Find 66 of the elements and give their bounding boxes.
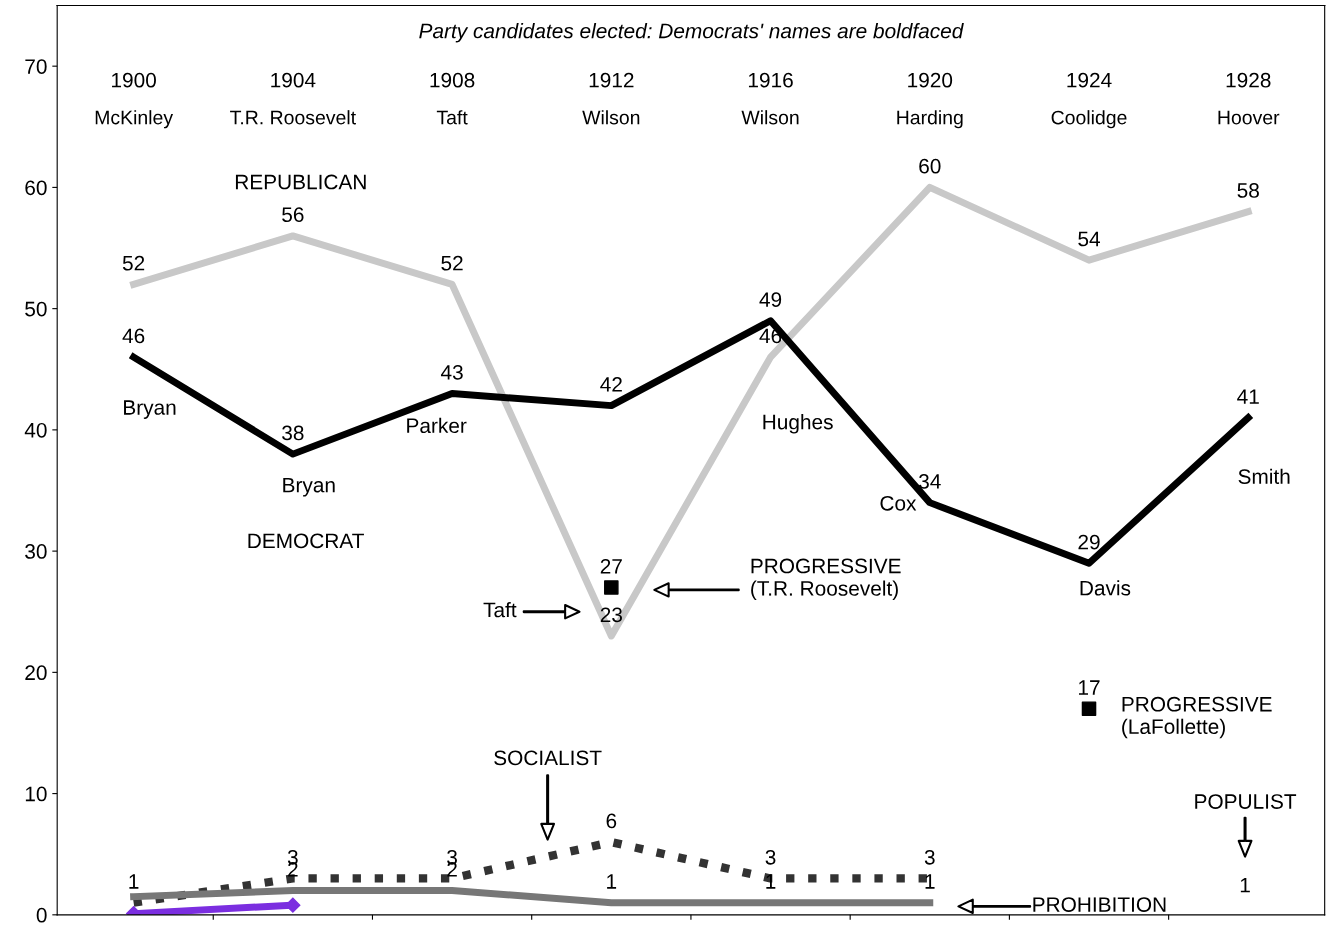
annotation: POPULIST — [1195, 794, 1297, 809]
x-tick-label: 1908 — [430, 72, 475, 88]
data-label: 27 — [600, 558, 622, 574]
data-label: 52 — [441, 255, 463, 271]
x-tick-label: 1916 — [748, 72, 793, 88]
data-label: 23 — [600, 607, 622, 623]
data-label: 34 — [918, 474, 941, 489]
data-label: 56 — [282, 207, 304, 223]
x-tick-label: 1912 — [589, 72, 634, 88]
data-label: 1 — [925, 874, 935, 889]
text: Party candidates elected: Democrats' names are boldfaced — [419, 23, 964, 43]
data-label: 54 — [1078, 231, 1100, 247]
y-tick-label: 60 — [25, 180, 47, 196]
data-label: 49 — [759, 292, 782, 307]
annotation: PROGRESSIVE (LaFollette) — [1122, 696, 1272, 739]
data-label: 1 — [129, 874, 139, 889]
x-tick-label: 1920 — [908, 72, 953, 88]
point — [604, 580, 619, 595]
y-tick-label: 10 — [25, 786, 47, 802]
y-tick-label: 40 — [24, 422, 47, 438]
y-tick-label: 0 — [36, 907, 47, 923]
data-label: 6 — [606, 813, 617, 829]
annotation: Hughes — [763, 414, 833, 434]
x-tick-label: 1904 — [271, 72, 316, 88]
y-tick-label: 70 — [25, 59, 47, 74]
annotation: SOCIALIST — [494, 750, 602, 766]
data-label: 60 — [919, 158, 941, 174]
data-label: 3 — [924, 849, 935, 865]
data-label: 38 — [282, 425, 304, 441]
x-tick-label: 1900 — [112, 72, 156, 88]
y-tick-label: 30 — [25, 544, 47, 559]
data-label: 46 — [122, 328, 145, 344]
annotation: Smith — [1238, 468, 1290, 484]
y-tick-label: 20 — [25, 665, 47, 681]
annotation: Coolidge — [1051, 110, 1127, 129]
annotation: Parker — [407, 417, 467, 434]
annotation: REPUBLICAN — [235, 174, 366, 190]
annotation: Harding — [897, 110, 963, 129]
y-tick-label: 50 — [25, 301, 47, 317]
annotation: Bryan — [124, 400, 176, 419]
annotation: Bryan — [283, 477, 335, 497]
annotation: Hoover — [1218, 110, 1280, 125]
annotation: Wilson — [741, 110, 799, 125]
data-label: 42 — [600, 377, 622, 392]
annotation: Taft — [483, 602, 517, 618]
x-tick-label: 1928 — [1226, 72, 1271, 88]
data-label: 29 — [1078, 534, 1100, 550]
data-label: 41 — [1237, 389, 1259, 404]
annotation: PROGRESSIVE (T.R. Roosevelt) — [751, 558, 901, 600]
data-label: 58 — [1237, 183, 1259, 198]
annotation: PROHIBITION — [1033, 897, 1166, 912]
annotation: T.R. Roosevelt — [230, 110, 356, 125]
annotation: DEMOCRAT — [248, 533, 364, 549]
data-label: 17 — [1079, 680, 1100, 695]
point — [1081, 701, 1097, 717]
data-label: 1 — [607, 874, 617, 889]
annotation: Wilson — [582, 110, 640, 125]
annotation: Davis — [1080, 580, 1131, 596]
data-label: 52 — [122, 255, 145, 271]
annotation: Taft — [436, 110, 468, 125]
annotation: McKinley — [95, 110, 174, 129]
x-tick-label: 1924 — [1067, 72, 1112, 88]
annotation: Cox — [880, 495, 917, 511]
data-label: 3 — [765, 849, 776, 865]
annotation: 1 — [1240, 878, 1250, 893]
data-label: 43 — [440, 364, 463, 380]
